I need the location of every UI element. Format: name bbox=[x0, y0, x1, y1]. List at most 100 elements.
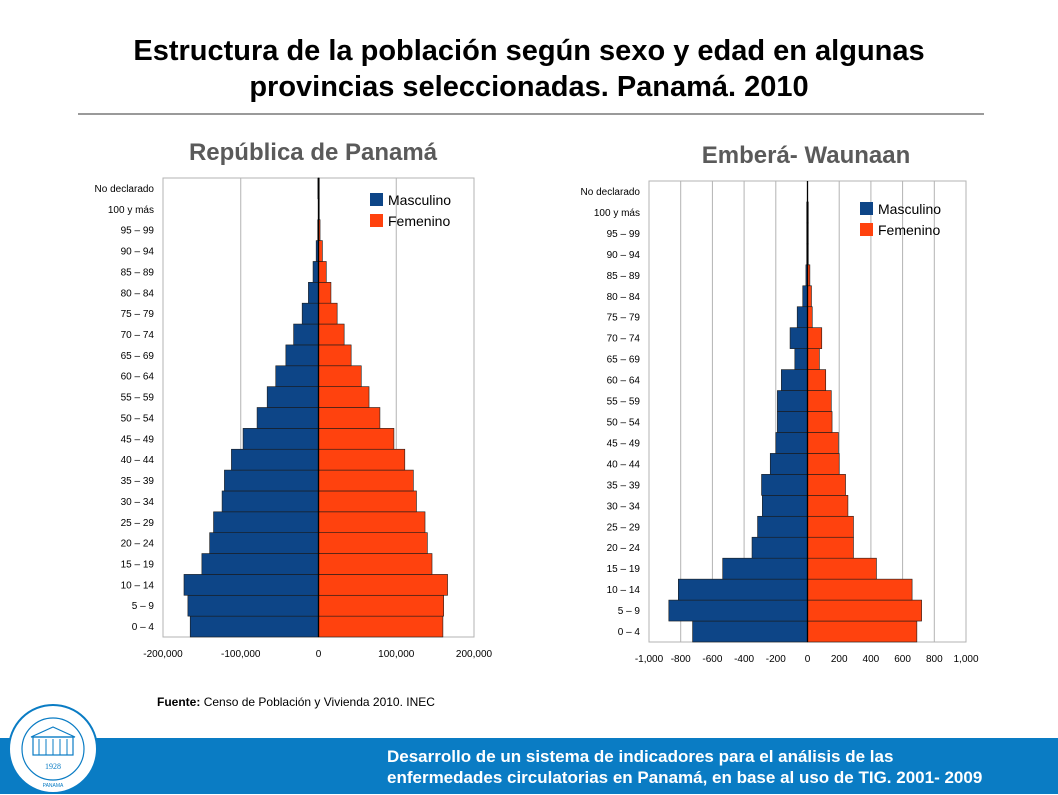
bar-embera-femenino-1 bbox=[807, 599, 922, 622]
legend-swatch-embera-0 bbox=[860, 202, 873, 215]
bar-panama-femenino-16 bbox=[318, 282, 332, 304]
category-label-panama-11: 55 – 59 bbox=[121, 393, 155, 404]
bar-panama-femenino-9 bbox=[318, 428, 395, 450]
x-tick-label-embera-4: -200 bbox=[766, 654, 786, 665]
category-label-embera-13: 65 – 69 bbox=[607, 355, 641, 366]
bar-panama-masculino-2 bbox=[183, 574, 319, 596]
bar-embera-masculino-12 bbox=[781, 369, 808, 391]
bar-panama-masculino-11 bbox=[266, 386, 319, 408]
bar-embera-femenino-11 bbox=[807, 390, 832, 412]
category-label-embera-20: 100 y más bbox=[594, 208, 640, 219]
x-tick-label-panama-3: 100,000 bbox=[378, 649, 415, 660]
x-tick-label-embera-9: 800 bbox=[926, 654, 943, 665]
x-tick-label-embera-6: 200 bbox=[831, 654, 848, 665]
category-label-embera-4: 20 – 24 bbox=[607, 543, 641, 554]
bar-embera-masculino-11 bbox=[777, 390, 808, 412]
bar-panama-masculino-4 bbox=[209, 532, 319, 554]
category-label-embera-7: 35 – 39 bbox=[607, 480, 641, 491]
bar-embera-masculino-8 bbox=[769, 453, 808, 475]
chart-title-embera: Emberá- Waunaan bbox=[702, 142, 911, 169]
category-label-panama-12: 60 – 64 bbox=[121, 372, 155, 383]
category-label-panama-8: 40 – 44 bbox=[121, 455, 155, 466]
bar-embera-femenino-7 bbox=[807, 474, 846, 496]
bar-embera-masculino-2 bbox=[678, 578, 808, 601]
category-label-embera-18: 90 – 94 bbox=[607, 250, 641, 261]
footer-banner: Desarrollo de un sistema de indicadores … bbox=[0, 738, 1058, 794]
bar-embera-masculino-15 bbox=[796, 306, 808, 328]
x-tick-label-embera-7: 400 bbox=[863, 654, 880, 665]
bar-embera-masculino-0 bbox=[692, 620, 808, 643]
bar-panama-masculino-15 bbox=[301, 302, 319, 325]
bar-embera-masculino-1 bbox=[668, 599, 808, 622]
category-label-embera-15: 75 – 79 bbox=[607, 313, 641, 324]
category-label-panama-17: 85 – 89 bbox=[121, 267, 155, 278]
category-label-embera-19: 95 – 99 bbox=[607, 229, 641, 240]
bar-embera-masculino-16 bbox=[802, 285, 808, 308]
category-label-panama-21: No declarado bbox=[95, 184, 155, 195]
logo-year: 1928 bbox=[45, 762, 61, 771]
bar-panama-femenino-1 bbox=[318, 594, 444, 617]
bar-embera-femenino-6 bbox=[807, 495, 849, 517]
bar-embera-femenino-4 bbox=[807, 536, 854, 559]
bar-panama-femenino-2 bbox=[318, 574, 448, 596]
title-divider bbox=[78, 113, 984, 115]
bar-embera-masculino-14 bbox=[789, 327, 808, 349]
bar-embera-masculino-5 bbox=[757, 515, 808, 538]
bar-panama-femenino-14 bbox=[318, 323, 345, 346]
x-tick-label-panama-2: 0 bbox=[316, 649, 322, 660]
category-label-panama-15: 75 – 79 bbox=[121, 309, 155, 320]
bar-panama-masculino-16 bbox=[308, 282, 319, 304]
legend-swatch-embera-1 bbox=[860, 223, 873, 236]
category-label-panama-3: 15 – 19 bbox=[121, 559, 155, 570]
source-note: Fuente: Censo de Población y Vivienda 20… bbox=[157, 695, 435, 709]
institute-seal-logo: 1928 PANAMA bbox=[8, 704, 98, 794]
x-tick-label-embera-5: 0 bbox=[805, 654, 811, 665]
x-tick-label-embera-3: -400 bbox=[734, 654, 754, 665]
bar-panama-femenino-10 bbox=[318, 407, 381, 429]
category-label-embera-3: 15 – 19 bbox=[607, 564, 641, 575]
footer-text: Desarrollo de un sistema de indicadores … bbox=[387, 746, 982, 788]
category-label-panama-16: 80 – 84 bbox=[121, 288, 155, 299]
category-label-panama-2: 10 – 14 bbox=[121, 580, 155, 591]
x-tick-label-embera-0: -1,000 bbox=[635, 654, 664, 665]
category-label-panama-19: 95 – 99 bbox=[121, 226, 155, 237]
bar-embera-femenino-3 bbox=[807, 557, 877, 580]
category-label-panama-0: 0 – 4 bbox=[132, 622, 155, 633]
category-label-embera-6: 30 – 34 bbox=[607, 501, 641, 512]
bar-panama-masculino-3 bbox=[201, 553, 319, 575]
x-tick-label-panama-1: -100,000 bbox=[221, 649, 261, 660]
bar-panama-femenino-11 bbox=[318, 386, 370, 408]
category-label-embera-5: 25 – 29 bbox=[607, 522, 641, 533]
bar-embera-masculino-7 bbox=[761, 474, 808, 496]
category-label-panama-9: 45 – 49 bbox=[121, 434, 155, 445]
x-tick-label-panama-0: -200,000 bbox=[143, 649, 183, 660]
bar-panama-femenino-4 bbox=[318, 532, 428, 554]
bar-panama-masculino-6 bbox=[221, 490, 319, 513]
category-label-panama-13: 65 – 69 bbox=[121, 351, 155, 362]
bar-panama-masculino-8 bbox=[231, 448, 319, 471]
population-pyramids: República de Panamá 0 – 4 5 – 9 10 – 14 15 –… bbox=[95, 139, 979, 665]
bar-embera-femenino-8 bbox=[807, 453, 840, 475]
bar-embera-masculino-13 bbox=[794, 348, 808, 370]
bar-panama-masculino-1 bbox=[187, 594, 319, 617]
bar-embera-femenino-14 bbox=[807, 327, 823, 349]
slide-title: Estructura de la población según sexo y … bbox=[0, 33, 1058, 105]
bar-embera-masculino-10 bbox=[777, 411, 808, 433]
category-label-panama-7: 35 – 39 bbox=[121, 476, 155, 487]
bar-embera-femenino-12 bbox=[807, 369, 827, 391]
bar-embera-masculino-9 bbox=[775, 432, 808, 454]
footer-line-1: Desarrollo de un sistema de indicadores … bbox=[387, 747, 894, 766]
bar-panama-masculino-17 bbox=[312, 261, 319, 283]
chart-title-panama: República de Panamá bbox=[189, 139, 438, 166]
bar-panama-masculino-0 bbox=[189, 615, 319, 638]
source-label: Fuente: bbox=[157, 695, 201, 709]
category-label-embera-9: 45 – 49 bbox=[607, 438, 641, 449]
category-label-embera-14: 70 – 74 bbox=[607, 334, 641, 345]
x-tick-label-embera-2: -600 bbox=[702, 654, 722, 665]
category-label-embera-16: 80 – 84 bbox=[607, 292, 641, 303]
category-label-embera-0: 0 – 4 bbox=[618, 627, 641, 638]
bar-panama-masculino-9 bbox=[242, 428, 319, 450]
bar-panama-masculino-10 bbox=[256, 407, 319, 429]
bar-panama-masculino-14 bbox=[293, 323, 319, 346]
slide-title-line-2: provincias seleccionadas. Panamá. 2010 bbox=[249, 71, 809, 103]
